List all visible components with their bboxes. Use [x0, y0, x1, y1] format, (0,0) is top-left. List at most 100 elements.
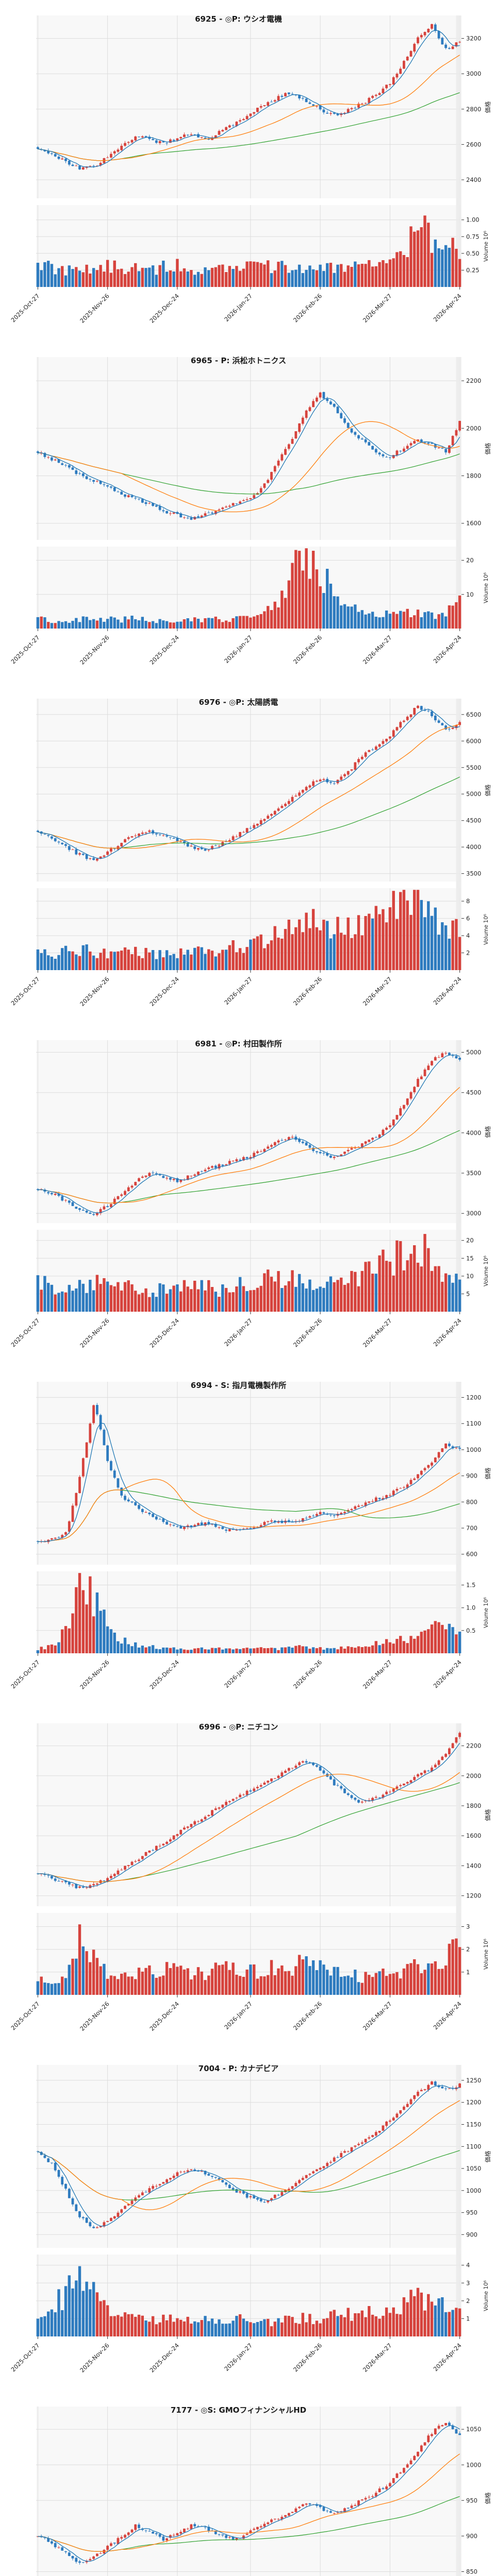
candlestick-volume-chart: 85090095010001050価格0.250.500.751.00Volum… [0, 2391, 495, 2576]
price-axis: 1200 1400 1600 1800 2000 2200 価格 [461, 1742, 491, 1900]
price-tick-label: 1050 [466, 2165, 481, 2172]
price-tick-label: 1250 [466, 2077, 481, 2084]
candlesticks [37, 1051, 461, 1217]
volume-axis-title: Volume 10⁶ [483, 1597, 489, 1628]
candlestick-volume-chart: 2400 2600 2800 3000 3200 価格 0.25 0.50 0.75 1.00Vo… [0, 0, 495, 342]
price-axis: 1600 1800 2000 2200 価格 [461, 377, 491, 527]
panel-backgrounds [0, 342, 495, 683]
price-tick-label: 4500 [466, 817, 481, 824]
volume-axis-title: Volume 10⁶ [483, 2280, 489, 2311]
price-axis-title: 価格 [484, 2492, 491, 2504]
chart-title: 7177 - ◎S: GMOフィナンシャルHD [170, 2405, 307, 2415]
stock-chart-6976: 6976 - ◎P: 太陽誘電 3500 4000 4500 5000 5500 6000… [0, 683, 495, 1025]
volume-bars [36, 1573, 461, 1653]
moving-average-lines [38, 2085, 460, 2227]
volume-bars [36, 215, 461, 287]
moving-average-lines [38, 1422, 460, 1543]
volume-tick-label: 4 [466, 932, 470, 939]
panel-backgrounds [0, 683, 495, 1025]
moving-average-lines [38, 1054, 460, 1213]
volume-tick-label: 2 [466, 2297, 470, 2304]
price-tick-label: 1600 [466, 520, 481, 527]
price-axis: 3500 4000 4500 5000 5500 6000 6500 価格 [461, 711, 491, 877]
panel-backgrounds [0, 2391, 495, 2576]
chart-title: 6976 - ◎P: 太陽誘電 [199, 698, 278, 707]
price-tick-label: 3500 [466, 1170, 481, 1177]
price-axis-title: 価格 [484, 2150, 491, 2163]
volume-tick-label: 1 [466, 2315, 470, 2322]
moving-average-lines [38, 2425, 460, 2562]
price-tick-label: 1100 [466, 1420, 481, 1427]
volume-axis-title: Volume 10⁶ [483, 1256, 489, 1286]
stock-chart-6965: 6965 - P: 浜松ホトニクス 1600 1800 2000 2200 価格 10 20… [0, 342, 495, 683]
volume-axis: 0.5 1.0 1.5 Volume 10⁶ [461, 1582, 489, 1634]
volume-bars [36, 1924, 461, 1995]
moving-average-lines [38, 29, 460, 167]
volume-tick-label: 0.5 [466, 1627, 475, 1634]
candlestick-volume-chart: 3000 3500 4000 4500 5000 価格 5 10 15 20 Volume 10⁶2… [0, 1025, 495, 1366]
ma-short-line [38, 29, 460, 167]
price-axis: 600 700 800 900 1000 1100 1200 価格 [461, 1394, 491, 1558]
volume-axis-title: Volume 10⁶ [483, 1939, 489, 1970]
volume-tick-label: 15 [466, 1255, 474, 1262]
stock-chart-7177: 7177 - ◎S: GMOフィナンシャルHD 850 900 950 1000 105… [0, 2391, 495, 2576]
panel-backgrounds [0, 1025, 495, 1366]
volume-tick-label: 4 [466, 2262, 470, 2269]
latest-session-band [456, 15, 461, 287]
ma-mid-line [38, 1772, 460, 1883]
price-tick-label: 5500 [466, 764, 481, 771]
price-axis-title: 価格 [484, 1126, 491, 1138]
price-tick-label: 1000 [466, 2187, 481, 2194]
candlestick-volume-chart: 3500 4000 4500 5000 5500 6000 6500 価格 2 4 6 8 Volume… [0, 683, 495, 1025]
ma-short-line [38, 1422, 460, 1543]
ma-mid-line [38, 1087, 460, 1204]
price-tick-label: 850 [466, 2568, 477, 2575]
panel-backgrounds [0, 1366, 495, 1708]
price-axis-title: 価格 [484, 1467, 491, 1480]
price-tick-label: 5000 [466, 1049, 481, 1056]
volume-axis: 10 20 Volume 10⁶ [461, 557, 489, 603]
volume-axis-title: Volume 10⁶ [483, 914, 489, 945]
price-tick-label: 6500 [466, 711, 481, 718]
volume-tick-label: 3 [466, 2279, 470, 2286]
price-tick-label: 1400 [466, 1862, 481, 1869]
price-tick-label: 2600 [466, 141, 481, 148]
ma-short-line [38, 2085, 460, 2227]
price-tick-label: 900 [466, 1472, 477, 1480]
price-tick-label: 4000 [466, 1129, 481, 1137]
volume-tick-label: 1 [466, 1969, 470, 1976]
volume-axis-title: Volume 10⁶ [483, 231, 489, 262]
candlesticks [37, 1403, 461, 1544]
stock-chart-7004: 7004 - P: カナデビア 900 950 1000 1050 1100 1150 12… [0, 2049, 495, 2391]
ma-short-line [38, 1743, 460, 1888]
volume-tick-label: 1.00 [466, 216, 480, 224]
ma-short-line [38, 2425, 460, 2562]
volume-tick-label: 1.5 [466, 1582, 475, 1589]
ma-mid-line [38, 421, 460, 513]
price-tick-label: 700 [466, 1524, 477, 1532]
candlesticks [37, 705, 461, 862]
price-axis: 2400 2600 2800 3000 3200 価格 [461, 35, 491, 183]
gridlines [36, 2065, 461, 2336]
volume-tick-label: 5 [466, 1290, 470, 1297]
price-tick-label: 1200 [466, 2099, 481, 2106]
candlesticks [37, 2080, 461, 2229]
candlestick-volume-chart: 900 950 1000 1050 1100 1150 1200 1250 価格 1 2 3 4 Volu… [0, 2049, 495, 2391]
candlesticks [37, 2421, 461, 2565]
price-tick-label: 3200 [466, 35, 481, 42]
price-tick-label: 950 [466, 2209, 477, 2216]
price-tick-label: 1100 [466, 2143, 481, 2150]
price-tick-label: 2000 [466, 1772, 481, 1780]
price-axis-title: 価格 [484, 784, 491, 796]
price-tick-label: 1000 [466, 2461, 481, 2468]
volume-tick-label: 8 [466, 897, 470, 905]
volume-tick-label: 0.50 [466, 250, 480, 257]
latest-session-band [456, 1723, 461, 1995]
candlesticks [37, 23, 461, 170]
volume-axis: 1 2 3 4 Volume 10⁶ [461, 2262, 489, 2322]
stock-chart-6981: 6981 - ◎P: 村田製作所 3000 3500 4000 4500 5000 価格 5… [0, 1025, 495, 1366]
candlestick-volume-chart: 600 700 800 900 1000 1100 1200 価格 0.5 1.0 1.5 Volum… [0, 1366, 495, 1708]
price-tick-label: 1200 [466, 1892, 481, 1900]
price-tick-label: 1800 [466, 472, 481, 480]
latest-session-band [456, 1040, 461, 1312]
